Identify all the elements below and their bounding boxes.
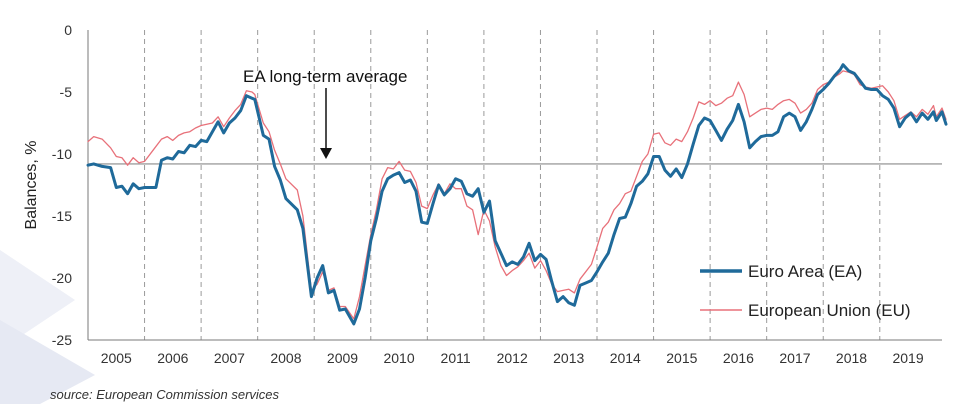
legend: Euro Area (EA) European Union (EU) [700, 262, 911, 320]
y-axis-label: Balances, % [23, 141, 40, 230]
y-tick-label: -10 [52, 146, 72, 162]
x-tick-label-2011: 2011 [441, 350, 471, 366]
x-tick-label-2019: 2019 [892, 350, 923, 366]
y-tick-label: -20 [52, 270, 72, 286]
series-lines [86, 63, 948, 326]
x-tick-label-2008: 2008 [270, 350, 301, 366]
x-tick-label-2010: 2010 [383, 350, 414, 366]
annotation: EA long-term average [243, 67, 407, 159]
x-tick-label-2015: 2015 [666, 350, 697, 366]
annotation-label: EA long-term average [243, 67, 407, 86]
legend-label-eu: European Union (EU) [748, 301, 911, 320]
x-tick-label-2013: 2013 [553, 350, 584, 366]
chart-axes [87, 30, 942, 341]
legend-label-ea: Euro Area (EA) [748, 262, 862, 281]
x-tick-label-2014: 2014 [610, 350, 641, 366]
x-tick-label-2017: 2017 [779, 350, 810, 366]
y-tick-label: -15 [52, 208, 72, 224]
series-line-eu [87, 70, 947, 320]
x-tick-label-2009: 2009 [327, 350, 358, 366]
y-tick-label: 0 [64, 22, 72, 38]
x-axis-ticks: 2005 2006 2007 2008 2009 2010 2011 2012 2013 2014… [101, 350, 924, 366]
x-tick-label-2018: 2018 [836, 350, 867, 366]
y-axis-ticks: 0 -5 -10 -15 -20 -25 [52, 22, 72, 348]
x-tick-label-2007: 2007 [214, 350, 245, 366]
series-line-ea [86, 63, 948, 326]
y-tick-label: -25 [52, 332, 72, 348]
y-tick-label: -5 [60, 84, 73, 100]
x-tick-label-2006: 2006 [157, 350, 188, 366]
x-tick-label-2012: 2012 [497, 350, 528, 366]
x-tick-label-2005: 2005 [101, 350, 132, 366]
source-note: source: European Commission services [50, 387, 280, 402]
year-gridlines [144, 30, 881, 340]
annotation-arrow-head [320, 148, 332, 159]
x-tick-label-2016: 2016 [723, 350, 754, 366]
